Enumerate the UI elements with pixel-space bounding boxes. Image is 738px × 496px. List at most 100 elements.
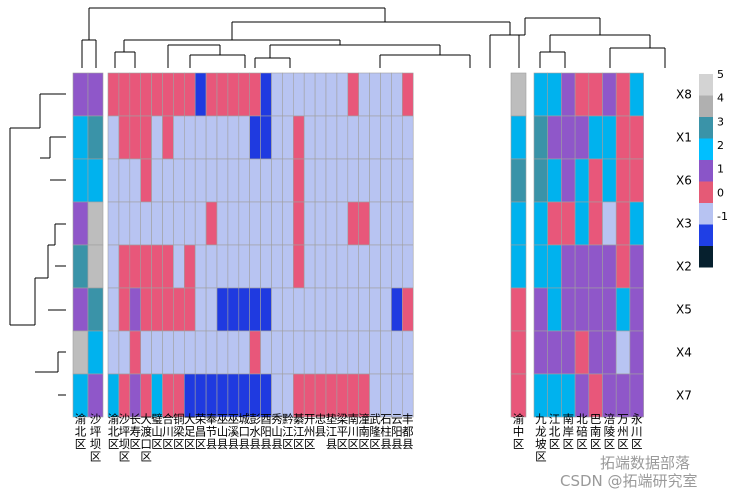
annotation-cell: [87, 201, 104, 246]
legend-tick-label: 3: [717, 115, 724, 128]
heatmap-cell: [336, 244, 349, 289]
heatmap-cell: [271, 287, 283, 332]
heatmap-cell: [292, 158, 305, 203]
heatmap-cell: [303, 287, 316, 332]
heatmap-cell: [547, 287, 562, 332]
heatmap-cell: [574, 287, 590, 332]
column-label-char: 山: [271, 425, 283, 439]
column-label-char: 云: [391, 412, 403, 426]
column-label: 铜梁区: [173, 412, 185, 451]
heatmap-cell: [574, 201, 590, 246]
heatmap-cell: [205, 287, 218, 332]
heatmap-cell: [216, 72, 229, 117]
heatmap-cell: [118, 72, 131, 117]
heatmap-cell: [260, 244, 272, 289]
legend-swatch: [699, 246, 713, 268]
column-label-char: 奉: [206, 412, 218, 426]
heatmap-cell: [129, 158, 142, 203]
heatmap-cell: [107, 115, 120, 160]
legend-swatch: [699, 181, 713, 203]
column-label: 涪陵区: [604, 412, 616, 451]
legend-tick-label: -1: [717, 210, 728, 223]
column-label-char: 区: [617, 437, 629, 451]
column-label-char: 州: [617, 425, 629, 439]
heatmap-cell: [380, 115, 392, 160]
column-label-char: 龙: [535, 425, 547, 439]
heatmap-cell: [629, 244, 644, 289]
heatmap-cell: [401, 158, 414, 203]
heatmap-cell: [602, 287, 617, 332]
column-label-char: 都: [402, 425, 414, 439]
heatmap-cell: [140, 115, 152, 160]
heatmap-cell: [238, 373, 251, 418]
column-label: 垫江县: [326, 412, 338, 451]
column-label-char: 昌: [195, 425, 207, 439]
column-label: 大足区: [184, 412, 196, 451]
heatmap-cell: [602, 158, 617, 203]
heatmap-cell: [249, 330, 261, 375]
row-labels: X8 X1 X6 X3 X2 X5 X4 X7: [676, 88, 692, 403]
heatmap-cell: [588, 72, 603, 117]
column-label-char: 坡: [535, 437, 547, 451]
heatmap-cell: [391, 373, 403, 418]
column-label: 江北区: [549, 412, 561, 451]
heatmap-cell: [173, 201, 185, 246]
heatmap-cell: [216, 287, 229, 332]
row-label: X2: [676, 260, 692, 274]
heatmap-cell: [629, 72, 644, 117]
heatmap-cell: [249, 201, 261, 246]
column-label-char: 川: [631, 425, 643, 439]
heatmap-cell: [227, 244, 240, 289]
heatmap-cell: [547, 201, 562, 246]
column-label-char: 中: [513, 425, 525, 439]
heatmap-cell: [314, 373, 327, 418]
heatmap-cell: [249, 244, 261, 289]
column-label: 南川区: [348, 412, 360, 451]
heatmap-cell: [173, 72, 185, 117]
column-label-char: 渡: [140, 425, 152, 439]
column-label: 荣昌区: [195, 412, 207, 451]
legend-tick-label: 4: [717, 92, 724, 105]
row-label: X1: [676, 131, 692, 145]
heatmap-cell: [602, 244, 617, 289]
heatmap-cell: [184, 115, 196, 160]
heatmap-cell: [184, 244, 196, 289]
heatmap-cell: [107, 72, 120, 117]
column-label: 忠县: [315, 412, 327, 439]
heatmap-cell: [260, 287, 272, 332]
heatmap-cell: [282, 287, 294, 332]
heatmap-cell: [547, 115, 562, 160]
heatmap-cell: [358, 115, 370, 160]
heatmap-cell: [151, 287, 163, 332]
column-label-char: 山: [217, 425, 229, 439]
column-label-char: 酉: [260, 412, 272, 426]
heatmap-cell: [401, 244, 414, 289]
heatmap-cell: [401, 330, 414, 375]
column-label-char: 水: [249, 425, 261, 439]
heatmap-cell: [533, 72, 548, 117]
color-legend: 5 4 3 2 1 0 -1: [699, 68, 728, 268]
heatmap-cell: [107, 330, 120, 375]
heatmap-cell: [118, 115, 131, 160]
heatmap-cell: [588, 373, 603, 418]
heatmap-cell: [140, 158, 152, 203]
column-label: 璧山区: [151, 412, 163, 451]
heatmap-cell: [588, 158, 603, 203]
heatmap-cell: [216, 158, 229, 203]
heatmap-cell: [629, 115, 644, 160]
heatmap-cell: [140, 330, 152, 375]
heatmap-cell: [194, 330, 207, 375]
heatmap-cell: [574, 158, 590, 203]
heatmap-cell: [533, 115, 548, 160]
annotation-cell: [87, 158, 104, 203]
heatmap-cell: [629, 287, 644, 332]
heatmap-cell: [162, 287, 174, 332]
legend-swatch: [699, 138, 713, 160]
column-label-char: 梁: [173, 425, 185, 439]
heatmap-cell: [282, 373, 294, 418]
heatmap-cell: [151, 201, 163, 246]
heatmap-cell: [140, 201, 152, 246]
heatmap-cell: [303, 158, 316, 203]
